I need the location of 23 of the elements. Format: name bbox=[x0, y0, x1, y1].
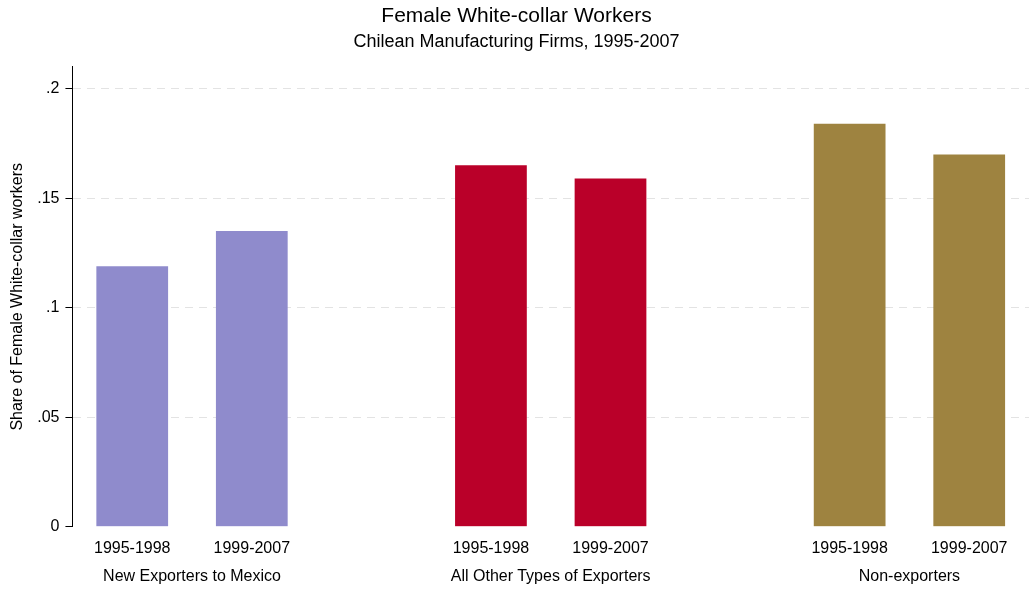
text: Non-exporters bbox=[858, 567, 961, 585]
y-axis-title: Share of Female White-collar workers bbox=[8, 162, 26, 431]
bar bbox=[574, 178, 647, 527]
chart-subtitle: Chilean Manufacturing Firms, 1995-2007 bbox=[353, 30, 680, 51]
x-tick-label: 1995-1998 bbox=[93, 538, 171, 556]
y-tick-label: 0 bbox=[50, 517, 60, 535]
bar bbox=[933, 154, 1006, 527]
bar bbox=[96, 266, 169, 527]
x-tick-label: 1999-2007 bbox=[213, 538, 291, 556]
x-tick-label: 1999-2007 bbox=[930, 538, 1008, 556]
y-tick-label: .15 bbox=[37, 188, 60, 206]
x-tick-label: 1995-1998 bbox=[452, 538, 530, 556]
chart-title: Female White-collar Workers bbox=[381, 3, 652, 27]
y-tick-label: .05 bbox=[37, 407, 60, 425]
y-tick-label: .2 bbox=[46, 79, 60, 97]
bar bbox=[813, 123, 886, 527]
text: New Exporters to Mexico bbox=[103, 567, 282, 585]
bar bbox=[455, 165, 527, 527]
bar bbox=[215, 231, 288, 527]
y-tick-label: .1 bbox=[46, 298, 60, 316]
x-tick-label: 1999-2007 bbox=[572, 538, 649, 556]
x-tick-label: 1995-1998 bbox=[811, 538, 888, 556]
text: All Other Types of Exporters bbox=[450, 567, 651, 585]
